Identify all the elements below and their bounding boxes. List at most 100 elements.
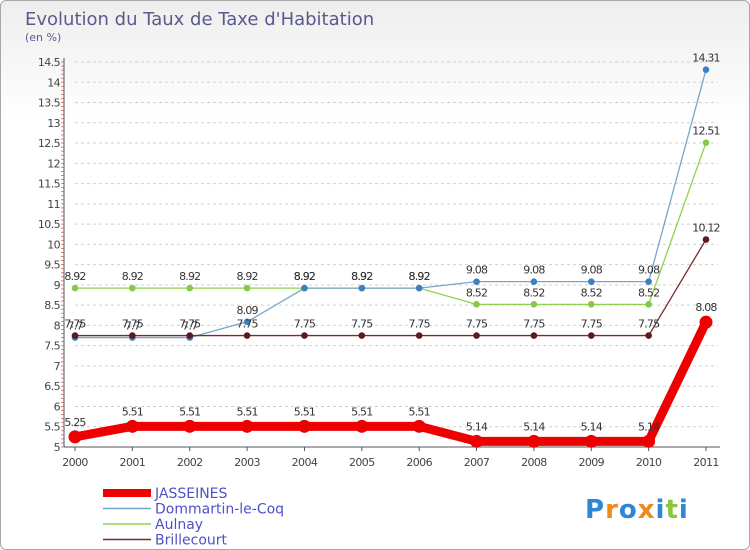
x-tick-label: 2001 — [120, 456, 146, 469]
data-label: 8.92 — [236, 270, 257, 283]
series-line-aulnay — [74, 141, 707, 305]
data-label: 7.7 — [125, 320, 141, 333]
logo-letter: i — [679, 495, 689, 525]
data-point — [358, 332, 366, 339]
data-label: 7.75 — [581, 318, 603, 331]
x-tick-label: 2000 — [62, 456, 88, 469]
logo-letter: i — [656, 495, 666, 525]
x-tick-label: 2009 — [578, 456, 604, 469]
data-label: 10.12 — [692, 222, 720, 235]
data-label: 7.7 — [182, 320, 198, 333]
data-label: 9.08 — [581, 264, 603, 277]
y-tick-label: 7 — [54, 360, 61, 373]
y-tick-label: 11 — [47, 198, 60, 211]
data-point — [530, 301, 538, 308]
data-point — [243, 332, 251, 339]
data-label: 12.51 — [692, 125, 720, 138]
x-tick-label: 2002 — [177, 456, 203, 469]
axes: 5 5.5 6 6.5 7 7.5 8 8.5 9 9.5 10 10.5 11 11.5 12 12.5 13… — [38, 56, 720, 469]
x-tick-label: 2006 — [406, 456, 432, 469]
data-point — [129, 284, 136, 292]
data-label: 8.52 — [581, 286, 602, 299]
x-tick-label: 2008 — [521, 456, 547, 469]
data-label: 8.92 — [409, 270, 430, 283]
data-point — [186, 284, 194, 292]
y-tick-label: 5 — [54, 441, 61, 454]
data-point — [412, 419, 426, 433]
y-tick-label: 9.5 — [44, 259, 60, 272]
y-tick-label: 13.5 — [38, 97, 61, 110]
data-point — [587, 332, 595, 339]
logo-letter: x — [638, 495, 656, 525]
proxiti-logo: Proxiti — [585, 495, 689, 525]
data-label: 9.08 — [523, 264, 545, 277]
data-point — [645, 301, 652, 308]
data-point — [358, 284, 366, 292]
data-point — [473, 301, 480, 308]
legend-label: Brillecourt — [155, 533, 228, 549]
y-tick-label: 5.5 — [44, 421, 60, 434]
data-point — [587, 278, 595, 285]
legend-label: JASSEINES — [154, 486, 228, 502]
x-tick-label: 2007 — [464, 456, 490, 469]
series-line-jasseines — [70, 317, 711, 446]
data-point — [240, 419, 254, 433]
logo-letter: o — [619, 495, 638, 525]
data-point — [301, 284, 308, 292]
data-point — [645, 278, 652, 285]
series-line-brillecourt — [74, 238, 707, 337]
chart-subtitle: (en %) — [25, 31, 61, 44]
data-point — [415, 284, 423, 292]
data-label: 9.08 — [466, 264, 488, 277]
data-point — [702, 236, 710, 243]
data-label: 7.75 — [236, 318, 258, 331]
data-label: 9.08 — [638, 264, 660, 277]
data-label: 5.51 — [236, 405, 257, 418]
data-label: 5.51 — [122, 405, 143, 418]
data-label: 8.09 — [236, 304, 258, 317]
data-label: 7.7 — [67, 320, 83, 333]
data-point — [470, 434, 484, 448]
data-point — [125, 419, 139, 433]
data-point — [129, 332, 136, 339]
data-label: 7.75 — [523, 318, 545, 331]
y-tick-label: 8 — [54, 319, 61, 332]
data-point — [301, 332, 308, 339]
data-label: 5.25 — [64, 416, 86, 429]
y-tick-label: 11.5 — [38, 178, 61, 191]
data-label: 5.51 — [294, 405, 315, 418]
series-lines — [68, 66, 713, 448]
legend: JASSEINESDommartin-le-CoqAulnayBrillecou… — [103, 486, 284, 549]
data-point — [530, 332, 538, 339]
data-point — [530, 278, 538, 285]
x-tick-label: 2011 — [693, 456, 719, 469]
logo-letter: r — [605, 495, 619, 525]
data-label: 7.75 — [351, 318, 373, 331]
data-point — [473, 332, 480, 339]
data-label: 8.92 — [294, 270, 315, 283]
data-point — [702, 66, 710, 73]
data-point — [183, 419, 197, 433]
data-label: 8.52 — [523, 286, 544, 299]
data-point — [186, 332, 194, 339]
logo-letter: P — [585, 495, 605, 525]
data-label: 5.14 — [638, 420, 660, 433]
logo-letter: t — [665, 495, 678, 525]
data-label: 8.92 — [64, 270, 85, 283]
data-point — [68, 430, 82, 444]
data-label: 8.08 — [695, 301, 717, 314]
data-label: 8.52 — [638, 286, 659, 299]
data-point — [473, 278, 480, 285]
data-label: 8.92 — [294, 270, 315, 283]
data-point — [699, 315, 713, 329]
data-label: 5.51 — [179, 405, 200, 418]
data-point — [355, 419, 369, 433]
y-tick-label: 10 — [47, 238, 60, 251]
data-label: 7.75 — [638, 318, 660, 331]
data-label: 14.31 — [692, 52, 720, 65]
data-point — [527, 434, 541, 448]
x-tick-label: 2003 — [234, 456, 260, 469]
y-tick-label: 8.5 — [44, 299, 60, 312]
grid — [75, 61, 718, 428]
